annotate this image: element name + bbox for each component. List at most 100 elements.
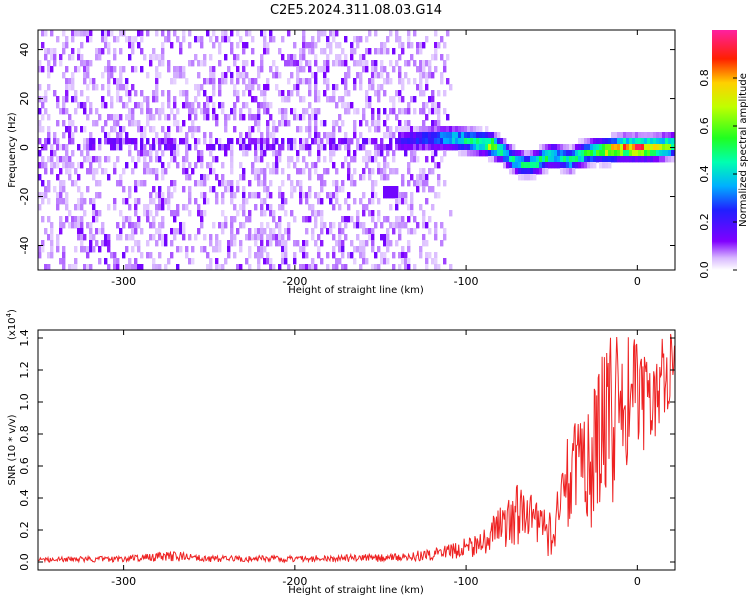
heatmap-cell	[371, 84, 375, 91]
heatmap-cell	[236, 30, 240, 37]
heatmap-cell	[668, 156, 672, 163]
heatmap-cell	[329, 222, 333, 229]
heatmap-cell	[425, 174, 429, 181]
heatmap-cell	[263, 108, 267, 115]
heatmap-cell	[368, 156, 372, 163]
heatmap-cell	[659, 156, 663, 163]
heatmap-cell	[380, 168, 384, 175]
heatmap-cell	[401, 252, 405, 259]
heatmap-cell	[92, 138, 96, 145]
heatmap-cell	[230, 108, 234, 115]
heatmap-cell	[398, 264, 402, 270]
heatmap-cell	[77, 228, 81, 235]
heatmap-cell	[392, 228, 396, 235]
heatmap-cell	[317, 234, 321, 241]
heatmap-cell	[281, 138, 285, 145]
heatmap-cell	[209, 96, 213, 103]
heatmap-cell	[431, 72, 435, 79]
heatmap-cell	[98, 48, 102, 55]
heatmap-cell	[467, 144, 471, 151]
heatmap-cell	[263, 186, 267, 193]
heatmap-cell	[173, 138, 177, 145]
heatmap-cell	[107, 48, 111, 55]
heatmap-cell	[176, 120, 180, 127]
heatmap-cell	[107, 42, 111, 49]
heatmap-cell	[401, 144, 405, 151]
heatmap-cell	[326, 66, 330, 73]
heatmap-cell	[410, 144, 414, 151]
heatmap-cell	[182, 156, 186, 163]
heatmap-cell	[266, 222, 270, 229]
heatmap-cell	[395, 192, 399, 199]
heatmap-cell	[215, 240, 219, 247]
heatmap-cell	[494, 144, 498, 151]
heatmap-cell	[491, 132, 495, 139]
x-tick-label: -200	[282, 575, 307, 588]
heatmap-cell	[272, 216, 276, 223]
heatmap-cell	[608, 144, 612, 151]
heatmap-cell	[332, 96, 336, 103]
heatmap-cell	[59, 192, 63, 199]
heatmap-cell	[362, 156, 366, 163]
heatmap-cell	[644, 156, 648, 163]
heatmap-cell	[68, 168, 72, 175]
heatmap-x-ticks: -300 -200 -100 0	[111, 30, 641, 288]
heatmap-cell	[665, 150, 669, 157]
heatmap-cell	[68, 114, 72, 121]
heatmap-cell	[371, 240, 375, 247]
heatmap-cell	[95, 210, 99, 217]
heatmap-cell	[314, 216, 318, 223]
heatmap-cell	[38, 96, 42, 103]
heatmap-cell	[311, 162, 315, 169]
heatmap-cell	[272, 144, 276, 151]
heatmap-cell	[266, 204, 270, 211]
colorbar-tick-label: 0.2	[698, 213, 711, 231]
heatmap-cell	[161, 168, 165, 175]
heatmap-cell	[434, 132, 438, 139]
heatmap-cell	[101, 126, 105, 133]
heatmap-cell	[401, 246, 405, 253]
heatmap-cell	[425, 180, 429, 187]
heatmap-cell	[203, 198, 207, 205]
heatmap-cell	[146, 108, 150, 115]
heatmap-cell	[89, 36, 93, 43]
heatmap-cell	[272, 228, 276, 235]
heatmap-cell	[572, 168, 576, 175]
heatmap-cell	[284, 198, 288, 205]
heatmap-cell	[152, 138, 156, 145]
heatmap-cell	[71, 264, 75, 270]
heatmap-cell	[269, 258, 273, 265]
heatmap-cell	[401, 78, 405, 85]
heatmap-cell	[44, 264, 48, 270]
y-tick-label: 1.0	[18, 393, 31, 411]
heatmap-cell	[383, 90, 387, 97]
heatmap-cell	[137, 180, 141, 187]
heatmap-cell	[437, 108, 441, 115]
heatmap-cell	[284, 120, 288, 127]
heatmap-cell	[260, 228, 264, 235]
heatmap-cell	[86, 72, 90, 79]
heatmap-cell	[443, 234, 447, 241]
heatmap-cell	[299, 60, 303, 67]
heatmap-cell	[215, 192, 219, 199]
heatmap-cell	[293, 108, 297, 115]
heatmap-cell	[38, 246, 42, 253]
heatmap-cell	[188, 162, 192, 169]
heatmap-cell	[380, 252, 384, 259]
heatmap-cell	[629, 156, 633, 163]
heatmap-cell	[146, 240, 150, 247]
heatmap-cell	[476, 150, 480, 157]
heatmap-cell	[458, 126, 462, 133]
heatmap-cell	[635, 132, 639, 139]
heatmap-cell	[269, 210, 273, 217]
heatmap-cell	[125, 90, 129, 97]
heatmap-cell	[632, 144, 636, 151]
heatmap-cell	[257, 144, 261, 151]
heatmap-cell	[386, 246, 390, 253]
heatmap-cell	[398, 198, 402, 205]
heatmap-cell	[272, 72, 276, 79]
heatmap-cell	[395, 138, 399, 145]
heatmap-cell	[152, 234, 156, 241]
snr-y-multiplier-base: (x10	[7, 317, 18, 340]
heatmap-cell	[275, 150, 279, 157]
